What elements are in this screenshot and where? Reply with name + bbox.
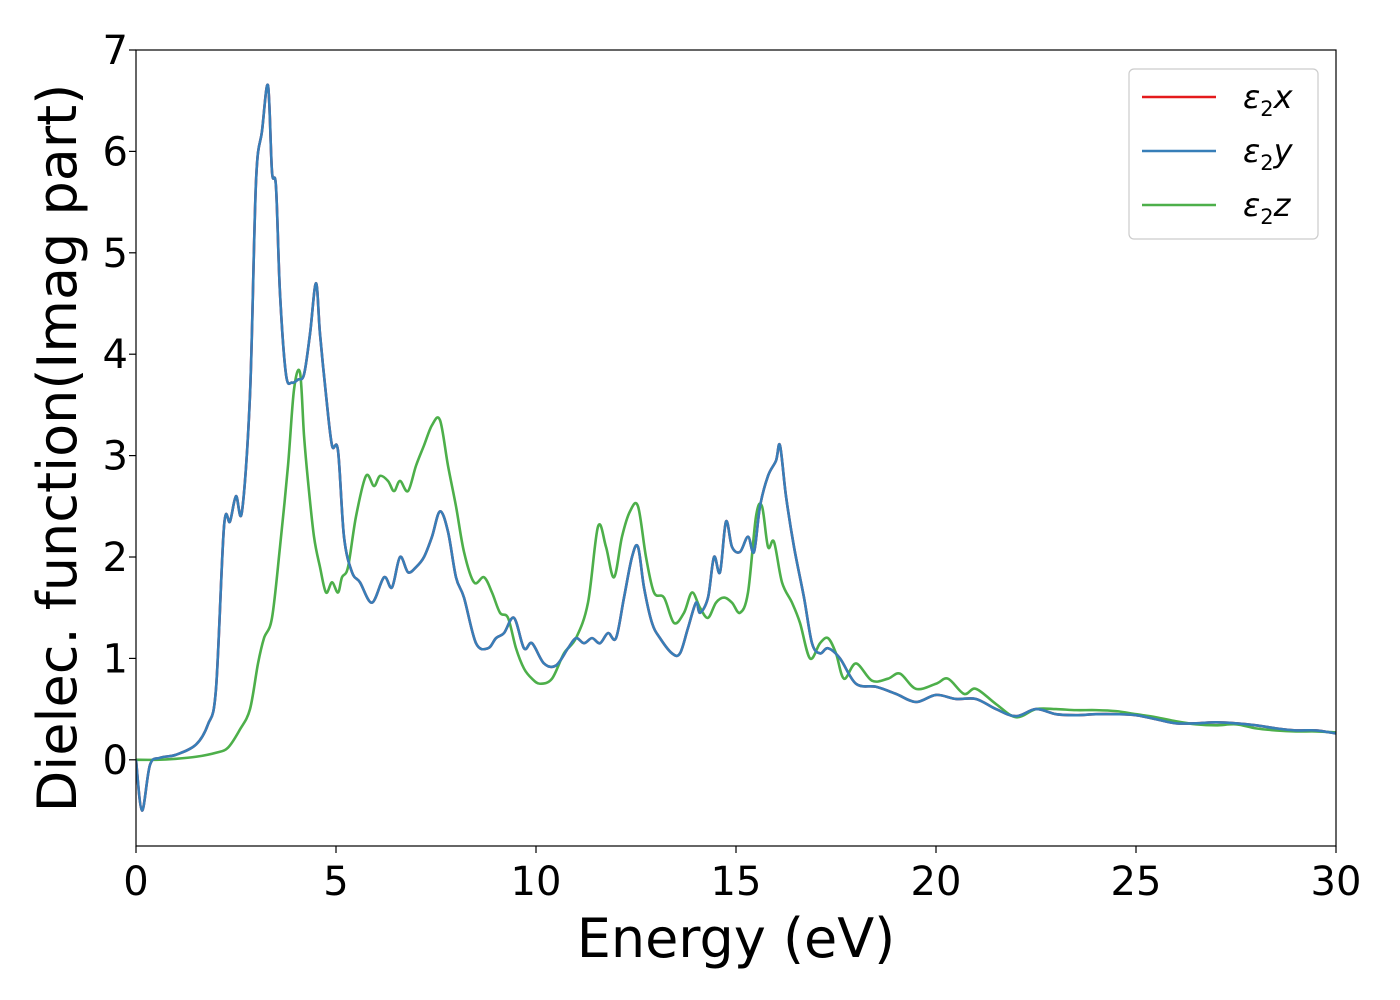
y-tick-label: 0 (103, 738, 128, 784)
legend: ε2x ε2y ε2z (1128, 68, 1319, 240)
x-tick-label: 30 (1311, 859, 1362, 905)
y-tick-label: 7 (103, 28, 128, 74)
legend-box (1128, 68, 1319, 240)
x-tick-label: 0 (123, 859, 148, 905)
x-tick-label: 20 (911, 859, 962, 905)
x-tick-label: 25 (1111, 859, 1162, 905)
legend-label-eps2x: ε2x (1243, 78, 1294, 121)
y-tick-label: 4 (103, 332, 128, 378)
x-tick-label: 10 (511, 859, 562, 905)
legend-label-eps2y: ε2y (1243, 132, 1294, 175)
series-line-eps2y (136, 83, 1336, 812)
x-tick-label: 5 (323, 859, 348, 905)
y-tick-label: 3 (103, 434, 128, 480)
y-tick-label: 2 (103, 535, 128, 581)
y-axis-label: Dielec. function(Imag part) (26, 84, 89, 813)
y-axis-ticks: 0 1 2 3 4 5 6 7 (103, 28, 136, 784)
legend-label-eps2z: ε2z (1243, 186, 1292, 229)
x-tick-label: 15 (711, 859, 762, 905)
x-axis-ticks: 0 5 10 15 20 25 30 (123, 846, 1361, 905)
y-tick-label: 6 (103, 129, 128, 175)
y-tick-label: 5 (103, 231, 128, 277)
y-tick-label: 1 (103, 636, 128, 682)
series-line-eps2z (136, 368, 1336, 762)
series-layer (136, 83, 1336, 812)
x-axis-label: Energy (eV) (577, 907, 896, 970)
